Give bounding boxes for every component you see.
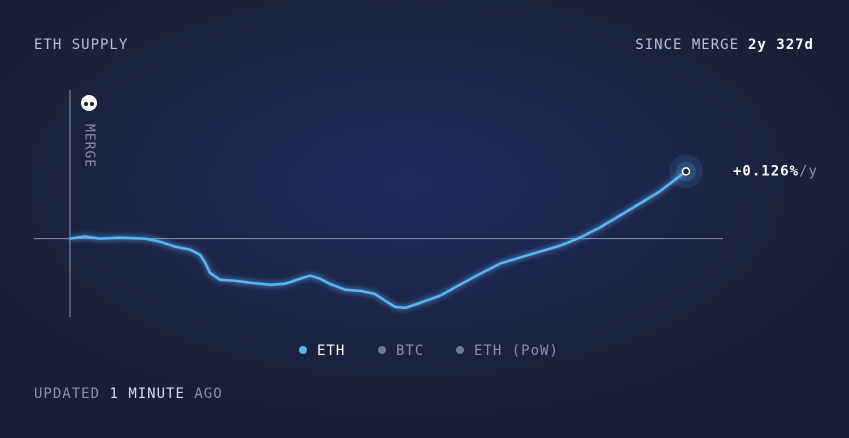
end-point [681,167,691,176]
legend-label[interactable]: ETH (PoW) [474,343,559,359]
legend-label[interactable]: ETH [317,343,345,359]
merge-icon-eye [90,102,94,106]
merge-label: MERGE [82,124,97,168]
legend-dot [456,346,464,354]
chart-title: ETH SUPPLY [34,37,128,53]
footer: UPDATED 1 MINUTE AGO [34,386,223,402]
end-unit: /y [799,163,818,179]
series-line [69,170,687,310]
footer-prefix: UPDATED [34,386,100,402]
legend-dot [299,346,307,354]
footer-suffix: AGO [194,386,222,402]
since-value: 2y 327d [748,37,814,53]
end-annotation: +0.126%/y [733,163,818,179]
merge-icon [81,95,97,111]
merge-icon-eye [84,102,88,106]
legend-dot [378,346,386,354]
legend-label[interactable]: BTC [396,343,424,359]
footer-unit: MINUTE [128,386,185,402]
end-value: +0.126% [733,163,799,179]
since-label: SINCE MERGE [635,37,739,53]
footer-count: 1 [109,386,118,402]
